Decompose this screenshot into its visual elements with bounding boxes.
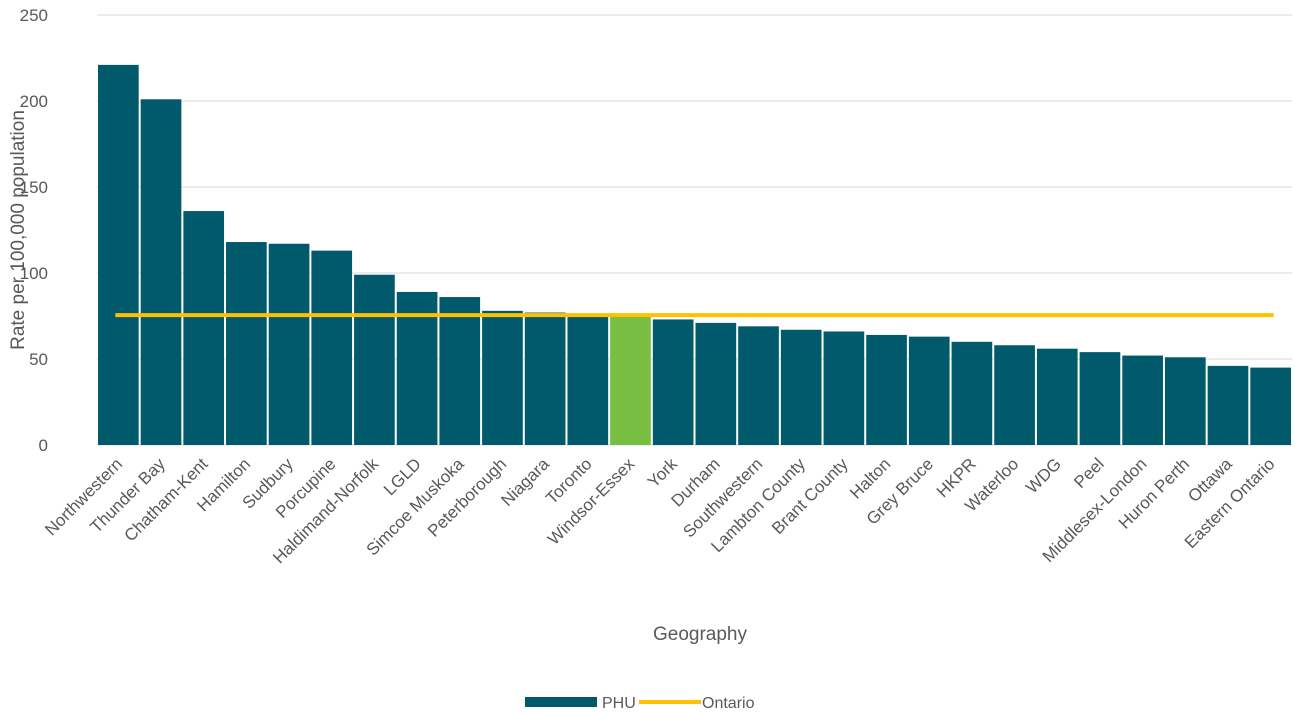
x-tick-label: Peel (1070, 454, 1107, 491)
bar-wdg (1036, 348, 1078, 445)
bar-niagara (524, 312, 566, 445)
legend: PHU Ontario (525, 695, 755, 712)
bar-northwestern (98, 64, 139, 445)
bar-halton (866, 334, 907, 445)
legend-label-phu: PHU (602, 695, 636, 712)
bar-hkpr (951, 341, 993, 445)
bar-chatham-kent (183, 211, 225, 445)
bar-middlesex-london (1122, 355, 1163, 445)
bar-windsor-essex (610, 316, 651, 445)
bar-peel (1079, 352, 1121, 445)
legend-swatch-phu (525, 697, 597, 707)
bar-toronto (567, 314, 609, 445)
bar-southwestern (738, 326, 779, 445)
x-axis-title: Geography (653, 624, 748, 645)
bar-simcoe-muskoka (439, 297, 481, 445)
y-tick-label: 100 (20, 264, 48, 283)
bar-brant-county (823, 331, 865, 445)
bar-waterloo (994, 345, 1035, 445)
y-tick-label: 200 (20, 92, 48, 111)
bar-durham (695, 322, 737, 445)
bar-lambton-county (780, 329, 822, 445)
x-tick-label: WDG (1022, 454, 1065, 497)
bar-eastern-ontario (1250, 367, 1291, 445)
bars (98, 64, 1291, 445)
legend-label-ontario: Ontario (702, 695, 755, 712)
y-tick-label: 0 (39, 436, 48, 455)
bar-thunder-bay (140, 99, 182, 445)
bar-lgld (396, 291, 438, 445)
bar-peterborough (482, 310, 523, 445)
bar-hamilton (226, 242, 267, 445)
y-tick-label: 150 (20, 178, 48, 197)
y-tick-label: 250 (20, 6, 48, 25)
bar-york (652, 319, 694, 445)
y-axis-ticks: 0 50 100 150 200 250 (20, 6, 48, 455)
bar-sudbury (268, 243, 310, 445)
y-tick-label: 50 (29, 350, 48, 369)
y-axis-title: Rate per 100,000 population (8, 110, 29, 350)
bar-huron-perth (1164, 357, 1206, 445)
x-tick-label: Niagara (497, 454, 553, 510)
bar-ottawa (1207, 365, 1249, 445)
bar-haldimand-norfolk (354, 274, 395, 445)
bar-grey-bruce (908, 336, 950, 445)
bar-porcupine (311, 250, 353, 445)
x-tick-label: York (644, 454, 681, 491)
